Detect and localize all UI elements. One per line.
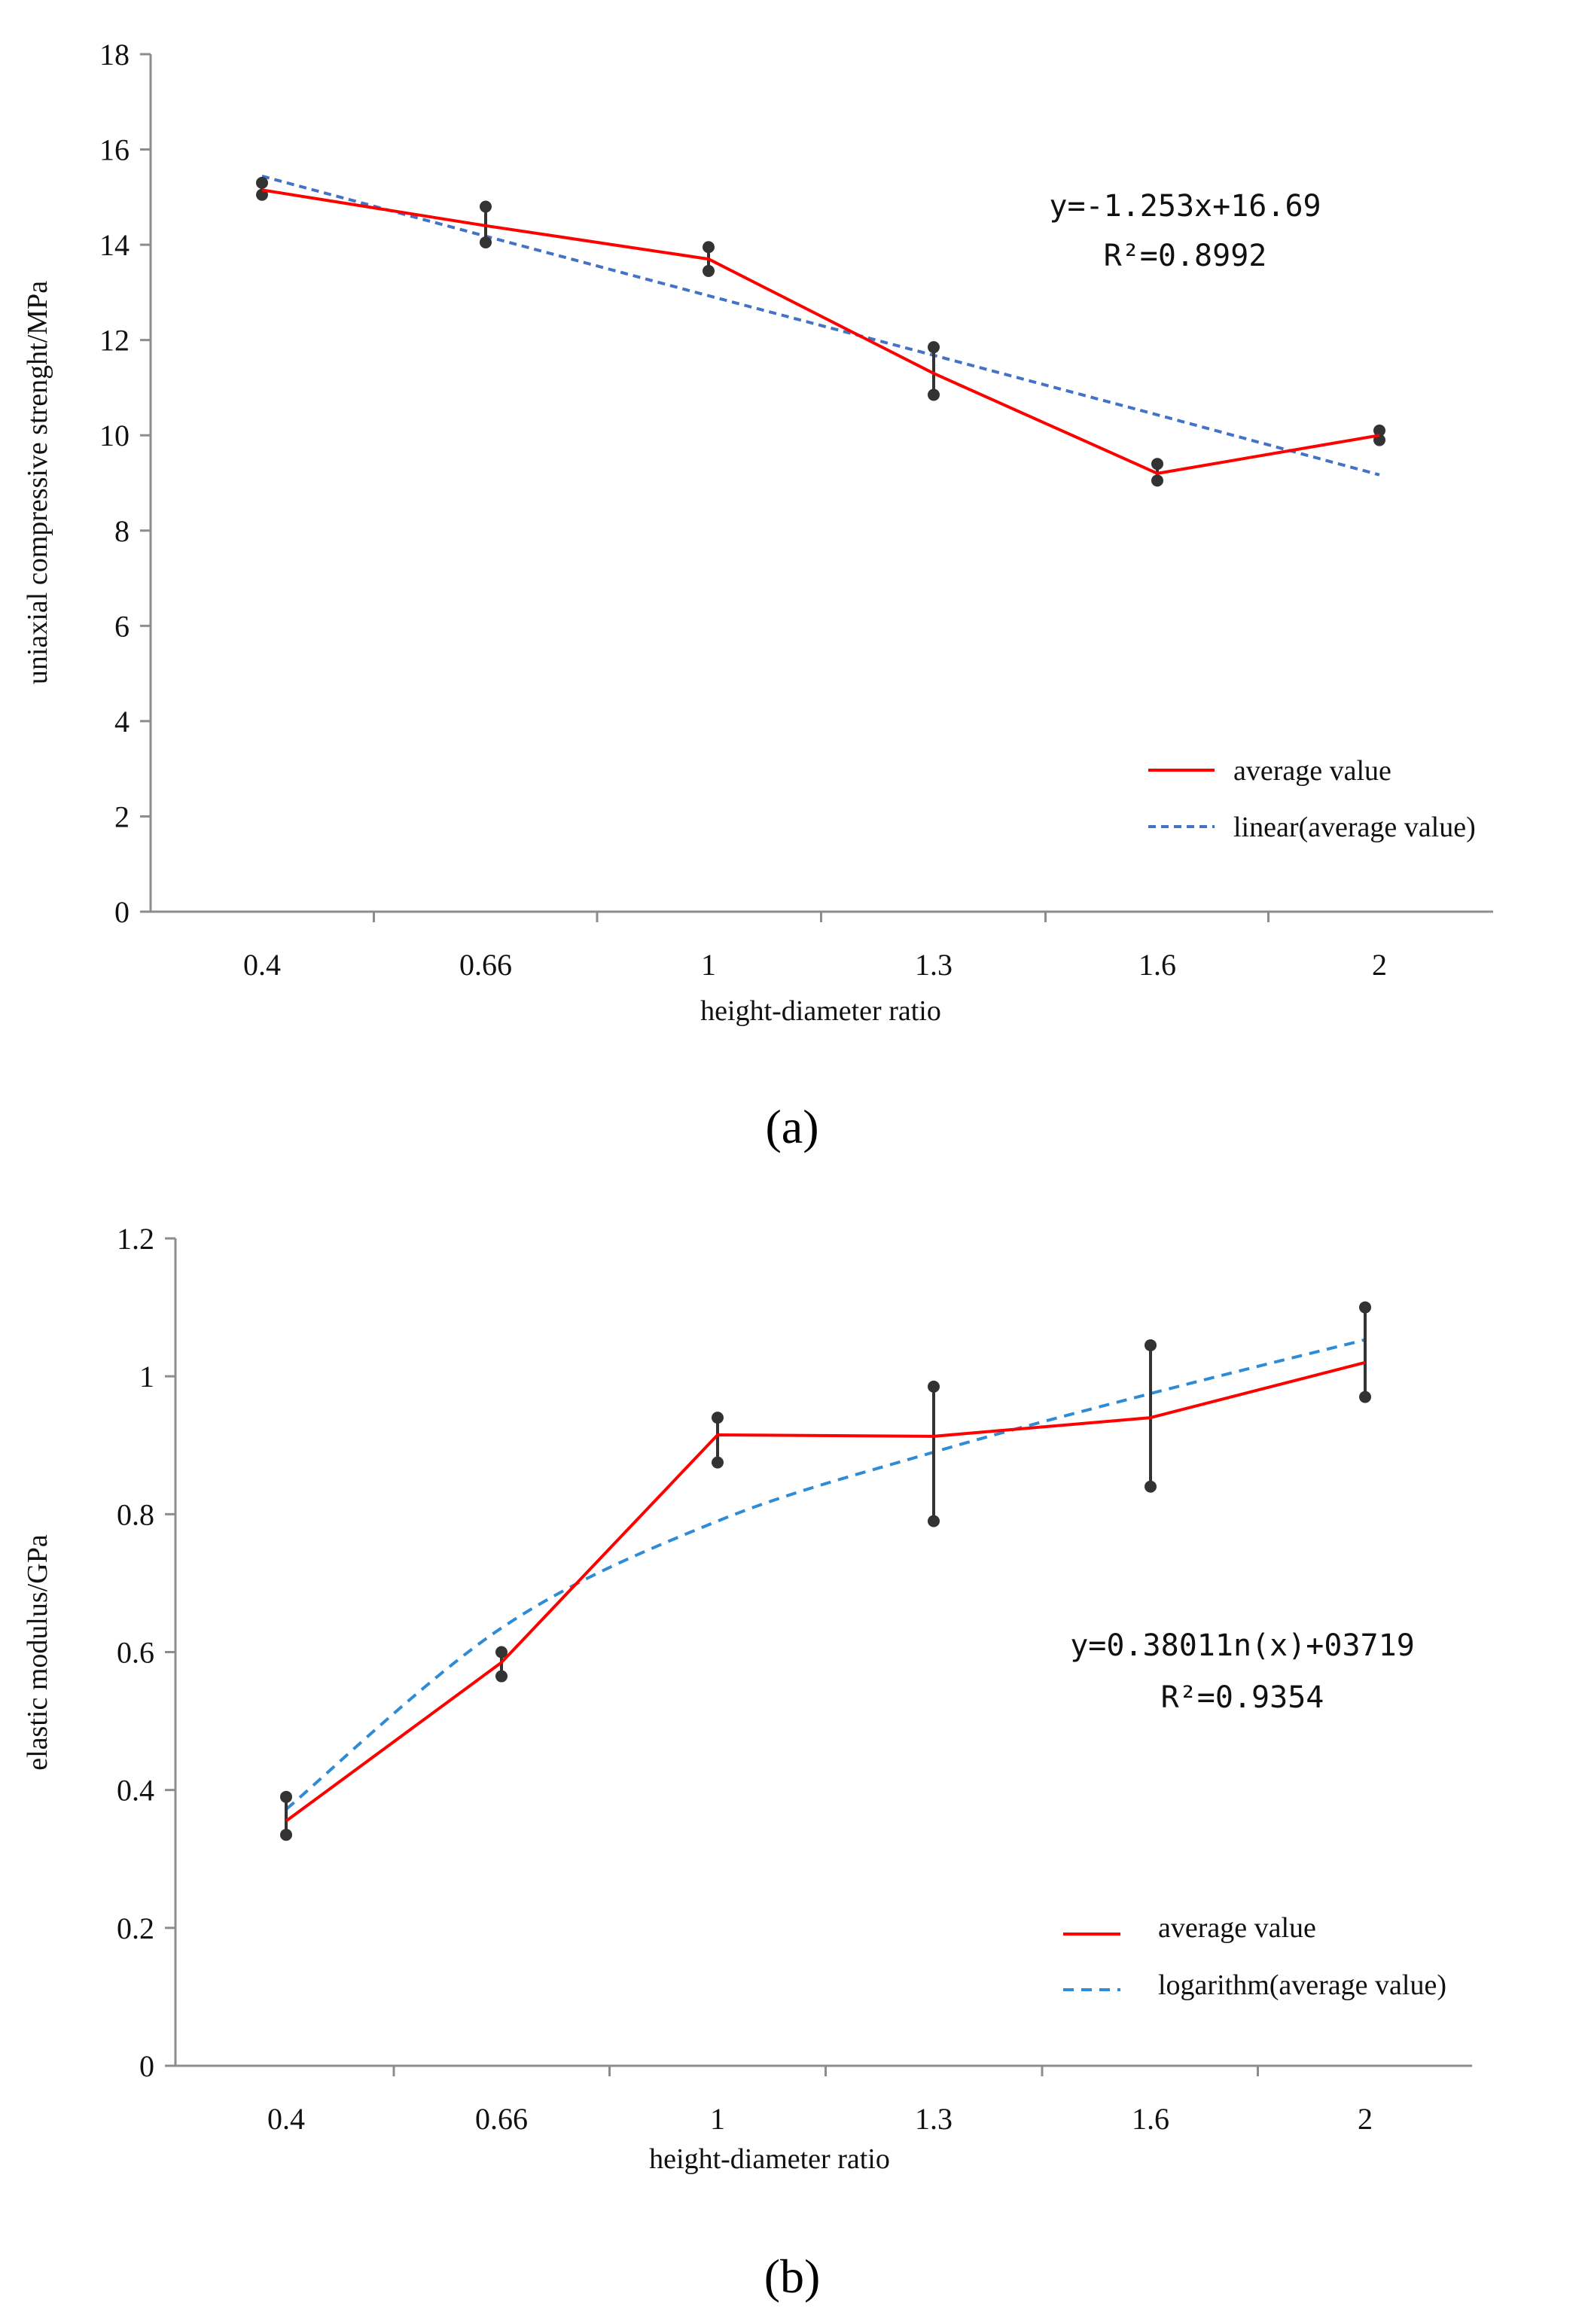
chart-a-x-tick-label: 0.4 bbox=[243, 948, 281, 982]
chart-a-y-tick-label: 4 bbox=[114, 705, 130, 739]
chart-b-error-max-point bbox=[928, 1380, 940, 1393]
chart-b-error-max-point bbox=[495, 1646, 508, 1658]
chart-a-panel-label: (a) bbox=[765, 1100, 818, 1153]
chart-b-error-min-point bbox=[280, 1829, 292, 1841]
chart-a-legend-average: average value bbox=[1233, 755, 1391, 787]
chart-a-error-min-point bbox=[928, 388, 940, 401]
chart-a-legend: average value linear(average value) bbox=[1148, 755, 1476, 843]
chart-a-y-tick-label: 12 bbox=[99, 324, 130, 358]
chart-b-error-min-point bbox=[1145, 1480, 1157, 1493]
chart-a-error-max-point bbox=[256, 176, 268, 189]
chart-b-trend-line bbox=[285, 1338, 1366, 1811]
chart-a-y-tick-label: 0 bbox=[114, 895, 130, 929]
chart-b-panel-label: (b) bbox=[764, 2249, 821, 2303]
chart-a-x-tick-label: 1 bbox=[701, 948, 716, 982]
chart-a-y-tick-label: 14 bbox=[99, 228, 130, 262]
chart-a-x-tick-label: 0.66 bbox=[459, 948, 512, 982]
chart-a-average-line bbox=[261, 188, 1380, 475]
chart-a-y-label: uniaxial compressive strenght/MPa bbox=[22, 281, 53, 684]
chart-a-error-max-point bbox=[1373, 424, 1385, 437]
chart-b-y-tick-label: 1 bbox=[139, 1360, 154, 1393]
chart-a-error-max-point bbox=[703, 241, 715, 254]
chart-b-r2: R²=0.9354 bbox=[1161, 1680, 1324, 1715]
chart-b-legend-log: logarithm(average value) bbox=[1158, 1969, 1446, 2001]
chart-a-y-tick-label: 16 bbox=[99, 133, 130, 167]
chart-b-x-tick-label: 1.3 bbox=[915, 2102, 953, 2136]
chart-a-x-tick-label: 1.3 bbox=[915, 948, 953, 982]
chart-b-legend-average: average value bbox=[1158, 1912, 1316, 1944]
chart-a-x-tick-label: 1.6 bbox=[1138, 948, 1176, 982]
chart-a-y-tick-label: 10 bbox=[99, 419, 130, 452]
chart-b-error-max-point bbox=[280, 1790, 292, 1803]
chart-b-y-tick-label: 0.6 bbox=[117, 1636, 154, 1670]
chart-b-y-tick-label: 0.8 bbox=[117, 1497, 154, 1531]
chart-a-error-max-point bbox=[480, 200, 492, 213]
chart-a-y-tick-label: 8 bbox=[114, 514, 130, 548]
chart-a-error-max-point bbox=[928, 341, 940, 354]
chart-a: 0 2 4 6 8 10 12 14 16 18 0.4 0.66 1 1.3 1.6 2 uniaxial… bbox=[22, 38, 1493, 1153]
chart-a-y-tick-label: 2 bbox=[114, 800, 130, 833]
chart-b-legend: average value logarithm(average value) bbox=[1063, 1912, 1446, 2001]
chart-b-x-label: height-diameter ratio bbox=[649, 2143, 890, 2175]
chart-b-x-tick-label: 2 bbox=[1358, 2102, 1373, 2136]
chart-a-error-max-point bbox=[1151, 458, 1163, 471]
chart-a-error-min-point bbox=[703, 264, 715, 277]
chart-a-x-tick-label: 2 bbox=[1372, 948, 1387, 982]
chart-a-error-min-point bbox=[1151, 474, 1163, 487]
chart-b-y-tick-label: 0.2 bbox=[117, 1911, 154, 1945]
chart-b-average-line bbox=[285, 1360, 1366, 1823]
chart-b-x-tick-label: 1 bbox=[710, 2102, 725, 2136]
chart-a-trend-line bbox=[261, 175, 1380, 477]
chart-b-error-max-point bbox=[1145, 1339, 1157, 1351]
chart-b-x-tick-label: 0.66 bbox=[475, 2102, 528, 2136]
chart-b-error-min-point bbox=[928, 1515, 940, 1528]
chart-a-legend-linear: linear(average value) bbox=[1233, 812, 1476, 843]
chart-a-equation: y=-1.253x+16.69 bbox=[1049, 189, 1321, 224]
chart-a-x-label: height-diameter ratio bbox=[700, 995, 941, 1027]
chart-a-error-min-point bbox=[480, 236, 492, 248]
chart-b-y-label: elastic modulus/GPa bbox=[22, 1534, 53, 1771]
chart-b-error-min-point bbox=[1359, 1390, 1371, 1403]
chart-b-y-tick-label: 1.2 bbox=[117, 1222, 154, 1256]
chart-b-error-max-point bbox=[712, 1412, 724, 1424]
chart-b-error-max-point bbox=[1359, 1301, 1371, 1314]
chart-b-x-tick-label: 0.4 bbox=[267, 2102, 305, 2136]
chart-a-y-tick-label: 6 bbox=[114, 609, 130, 643]
chart-b-error-min-point bbox=[712, 1456, 724, 1469]
chart-b-error-min-point bbox=[495, 1670, 508, 1683]
chart-b-x-tick-label: 1.6 bbox=[1132, 2102, 1169, 2136]
chart-b-y-tick-label: 0 bbox=[139, 2049, 154, 2083]
chart-b: 0 0.2 0.4 0.6 0.8 1 1.2 0.4 0.66 1 1.3 1.6 2 elasti… bbox=[22, 1222, 1472, 2303]
chart-b-equation: y=0.38011n(x)+03719 bbox=[1070, 1628, 1415, 1663]
chart-a-y-tick-label: 18 bbox=[99, 38, 130, 72]
chart-b-y-tick-label: 0.4 bbox=[117, 1774, 154, 1808]
chart-a-r2: R²=0.8992 bbox=[1104, 239, 1267, 273]
